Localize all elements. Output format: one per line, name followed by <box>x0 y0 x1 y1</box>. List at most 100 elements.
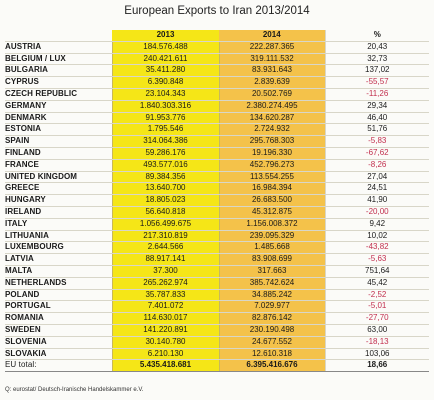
table-row: SPAIN 314.064.386 295.768.303 -5,83 <box>5 135 429 148</box>
value-2014-cell: 26.683.500 <box>218 194 325 207</box>
value-2014-cell: 452.796.273 <box>218 159 325 172</box>
country-cell: SWEDEN <box>5 324 112 337</box>
percent-change-cell: -2,52 <box>324 289 429 302</box>
table-body: AUSTRIA 184.576.488 222.287.365 20,43 BELGIU… <box>5 41 429 361</box>
table-row: FINLAND 59.286.176 19.196.330 -67,62 <box>5 147 429 160</box>
value-2014-cell: 83.908.699 <box>218 253 325 266</box>
country-cell: GERMANY <box>5 100 112 113</box>
country-cell: SLOVENIA <box>5 336 112 349</box>
table-row: IRELAND 56.640.818 45.312.875 -20,00 <box>5 206 429 219</box>
percent-change-cell: 63,00 <box>324 324 429 337</box>
table-row: HUNGARY 18.805.023 26.683.500 41,90 <box>5 194 429 207</box>
percent-change-cell: 29,34 <box>324 100 429 113</box>
value-2014-cell: 230.190.498 <box>218 324 325 337</box>
value-2013-cell: 18.805.023 <box>111 194 219 207</box>
table-row: LATVIA 88.917.141 83.908.699 -5,63 <box>5 253 429 266</box>
country-cell: UNITED KINGDOM <box>5 171 112 184</box>
value-2014-cell: 24.677.552 <box>218 336 325 349</box>
value-2014-cell: 34.885.242 <box>218 289 325 302</box>
total-label: EU total: <box>5 359 112 373</box>
value-2014-cell: 113.554.255 <box>218 171 325 184</box>
country-cell: GREECE <box>5 182 112 196</box>
country-cell: NETHERLANDS <box>5 277 112 290</box>
country-cell: CYPRUS <box>5 76 112 89</box>
value-2014-cell: 1.156.008.372 <box>218 218 325 231</box>
value-2014-cell: 222.287.365 <box>218 41 325 54</box>
percent-change-cell: -43,82 <box>324 241 429 255</box>
value-2014-cell: 239.095.329 <box>218 230 325 243</box>
value-2013-cell: 91.953.776 <box>111 112 219 125</box>
percent-change-cell: -5,83 <box>324 135 429 148</box>
country-cell: AUSTRIA <box>5 41 112 54</box>
country-cell: LATVIA <box>5 253 112 266</box>
table-row: CZECH REPUBLIC 23.104.343 20.502.769 -11,26 <box>5 88 429 101</box>
table-row: SWEDEN 141.220.891 230.190.498 63,00 <box>5 324 429 337</box>
table-row: BELGIUM / LUX 240.421.611 319.111.532 32,73 <box>5 53 429 66</box>
country-cell: DENMARK <box>5 112 112 125</box>
value-2013-cell: 37.300 <box>111 265 219 278</box>
country-cell: BULGARIA <box>5 64 112 78</box>
value-2013-cell: 35.411.280 <box>111 64 219 78</box>
value-2013-cell: 56.640.818 <box>111 206 219 219</box>
percent-change-cell: 10,02 <box>324 230 429 243</box>
table-row: NETHERLANDS 265.262.974 385.742.624 45,42 <box>5 277 429 290</box>
value-2013-cell: 89.384.356 <box>111 171 219 184</box>
percent-change-cell: 751,64 <box>324 265 429 278</box>
country-cell: ITALY <box>5 218 112 231</box>
value-2014-cell: 45.312.875 <box>218 206 325 219</box>
table-row: BULGARIA 35.411.280 83.931.643 137,02 <box>5 64 429 78</box>
country-cell: PORTUGAL <box>5 300 112 314</box>
total-percent-change: 18,66 <box>324 359 429 373</box>
value-2013-cell: 23.104.343 <box>111 88 219 101</box>
value-2013-cell: 1.056.499.675 <box>111 218 219 231</box>
country-cell: LITHUANIA <box>5 230 112 243</box>
country-cell: POLAND <box>5 289 112 302</box>
value-2013-cell: 1.840.303.316 <box>111 100 219 113</box>
value-2014-cell: 134.620.287 <box>218 112 325 125</box>
percent-change-cell: -11,26 <box>324 88 429 101</box>
table-row: AUSTRIA 184.576.488 222.287.365 20,43 <box>5 41 429 54</box>
percent-change-cell: -55,57 <box>324 76 429 89</box>
table-title: European Exports to Iran 2013/2014 <box>124 5 310 17</box>
value-2014-cell: 319.111.532 <box>218 53 325 66</box>
exports-table: 2013 2014 % AUSTRIA 184.576.488 222.287.36… <box>5 30 429 373</box>
percent-change-cell: 24,51 <box>324 182 429 196</box>
percent-change-cell: 45,42 <box>324 277 429 290</box>
source-note: Q: eurostat/ Deutsch-Iranische Handelska… <box>5 387 144 393</box>
table-row: GERMANY 1.840.303.316 2.380.274.495 29,34 <box>5 100 429 113</box>
value-2013-cell: 35.787.833 <box>111 289 219 302</box>
table-row: UNITED KINGDOM 89.384.356 113.554.255 27,04 <box>5 171 429 184</box>
value-2014-cell: 2.380.274.495 <box>218 100 325 113</box>
total-2013-value: 5.435.418.681 <box>111 359 219 373</box>
percent-change-cell: -5,63 <box>324 253 429 266</box>
table-row: POLAND 35.787.833 34.885.242 -2,52 <box>5 289 429 302</box>
country-cell: FRANCE <box>5 159 112 172</box>
percent-change-cell: -5,01 <box>324 300 429 314</box>
country-column-header <box>5 30 112 42</box>
value-2013-cell: 240.421.611 <box>111 53 219 66</box>
country-cell: ROMANIA <box>5 312 112 325</box>
value-2013-cell: 493.577.016 <box>111 159 219 172</box>
percent-change-cell: -18,13 <box>324 336 429 349</box>
table-row: ROMANIA 114.630.017 82.876.142 -27,70 <box>5 312 429 325</box>
percent-change-cell: -20,00 <box>324 206 429 219</box>
value-2014-cell: 82.876.142 <box>218 312 325 325</box>
value-2014-cell: 317.663 <box>218 265 325 278</box>
percent-change-cell: 27,04 <box>324 171 429 184</box>
table-row: ITALY 1.056.499.675 1.156.008.372 9,42 <box>5 218 429 231</box>
country-cell: IRELAND <box>5 206 112 219</box>
value-2013-cell: 1.795.546 <box>111 123 219 137</box>
value-2013-cell: 141.220.891 <box>111 324 219 337</box>
value-2014-cell: 7.029.977 <box>218 300 325 314</box>
country-cell: HUNGARY <box>5 194 112 207</box>
table-row: FRANCE 493.577.016 452.796.273 -8,26 <box>5 159 429 172</box>
value-2013-cell: 7.401.072 <box>111 300 219 314</box>
value-2013-cell: 30.140.780 <box>111 336 219 349</box>
value-2013-cell: 59.286.176 <box>111 147 219 160</box>
table-row: ESTONIA 1.795.546 2.724.932 51,76 <box>5 123 429 137</box>
table-row: CYPRUS 6.390.848 2.839.639 -55,57 <box>5 76 429 89</box>
value-2013-cell: 2.644.566 <box>111 241 219 255</box>
country-cell: SLOVAKIA <box>5 348 112 361</box>
value-2014-cell: 385.742.624 <box>218 277 325 290</box>
table-row: LITHUANIA 217.310.819 239.095.329 10,02 <box>5 230 429 243</box>
